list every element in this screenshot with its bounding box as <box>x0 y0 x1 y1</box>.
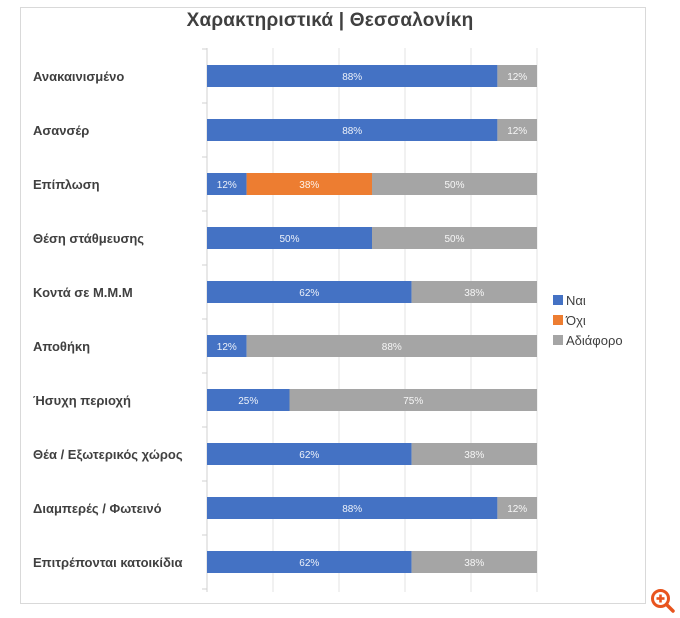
bar-segment-Αδιάφορο <box>246 335 537 357</box>
legend: Ναι Όχι Αδιάφορο <box>553 293 623 348</box>
legend-label: Αδιάφορο <box>566 333 623 348</box>
data-label: 88% <box>382 342 402 353</box>
category-label: Ασανσέρ <box>33 123 89 138</box>
data-label: 62% <box>299 558 319 569</box>
bar-segment-Ναι <box>207 443 412 465</box>
chart-title: Χαρακτηριστικά | Θεσσαλονίκη <box>186 10 474 31</box>
category-labels: Ανακαινισμένο Ασανσέρ Επίπλωση Θέση στάθμευ… <box>33 69 183 570</box>
bar-segment-Ναι <box>207 389 290 411</box>
category-label: Ήσυχη περιοχή <box>33 393 131 408</box>
zoom-in-icon[interactable] <box>650 588 676 614</box>
data-label: 25% <box>238 396 258 407</box>
bar-segment-Αδιάφορο <box>411 443 537 465</box>
data-label: 88% <box>342 126 362 137</box>
data-label: 50% <box>444 234 464 245</box>
legend-swatch <box>553 295 563 305</box>
category-label: Ανακαινισμένο <box>33 69 124 84</box>
legend-swatch <box>553 315 563 325</box>
bar-segment-Ναι <box>207 65 498 87</box>
bar-segment-Αδιάφορο <box>411 551 537 573</box>
data-label: 50% <box>279 234 299 245</box>
category-label: Κοντά σε Μ.Μ.Μ <box>33 285 133 300</box>
data-label: 12% <box>507 72 527 83</box>
bar-segment-Ναι <box>207 551 412 573</box>
data-label: 38% <box>464 288 484 299</box>
category-label: Αποθήκη <box>33 339 90 354</box>
data-label: 88% <box>342 504 362 515</box>
bar-segment-Ναι <box>207 173 247 195</box>
bar-segment-Όχι <box>246 173 372 195</box>
bar-segment-Ναι <box>207 227 372 249</box>
data-label: 38% <box>464 450 484 461</box>
legend-label: Όχι <box>565 313 586 328</box>
data-label: 38% <box>299 180 319 191</box>
bar-segment-Ναι <box>207 281 412 303</box>
bar-segment-Αδιάφορο <box>497 119 537 141</box>
bar-segment-Αδιάφορο <box>372 227 537 249</box>
bar-segment-Αδιάφορο <box>497 497 537 519</box>
bars: 88% 12% 88% 12% 12% 38% 50% 50% 50% 62% 38% 12% 88% 2… <box>207 65 537 573</box>
category-label: Διαμπερές / Φωτεινό <box>33 501 162 516</box>
data-label: 62% <box>299 288 319 299</box>
bar-segment-Αδιάφορο <box>497 65 537 87</box>
data-label: 62% <box>299 450 319 461</box>
data-label: 75% <box>403 396 423 407</box>
data-label: 38% <box>464 558 484 569</box>
data-label: 12% <box>507 504 527 515</box>
legend-swatch <box>553 335 563 345</box>
bar-segment-Ναι <box>207 119 498 141</box>
data-label: 12% <box>217 180 237 191</box>
data-label: 50% <box>444 180 464 191</box>
category-label: Επίπλωση <box>33 177 100 192</box>
bar-segment-Ναι <box>207 497 498 519</box>
bar-segment-Αδιάφορο <box>372 173 537 195</box>
data-label: 12% <box>507 126 527 137</box>
bar-segment-Αδιάφορο <box>411 281 537 303</box>
category-label: Θέση στάθμευσης <box>33 231 144 246</box>
legend-label: Ναι <box>566 293 586 308</box>
data-label: 12% <box>217 342 237 353</box>
bar-segment-Αδιάφορο <box>289 389 537 411</box>
bar-segment-Ναι <box>207 335 247 357</box>
data-label: 88% <box>342 72 362 83</box>
category-label: Επιτρέπονται κατοικίδια <box>33 555 183 570</box>
category-label: Θέα / Εξωτερικός χώρος <box>33 447 183 462</box>
